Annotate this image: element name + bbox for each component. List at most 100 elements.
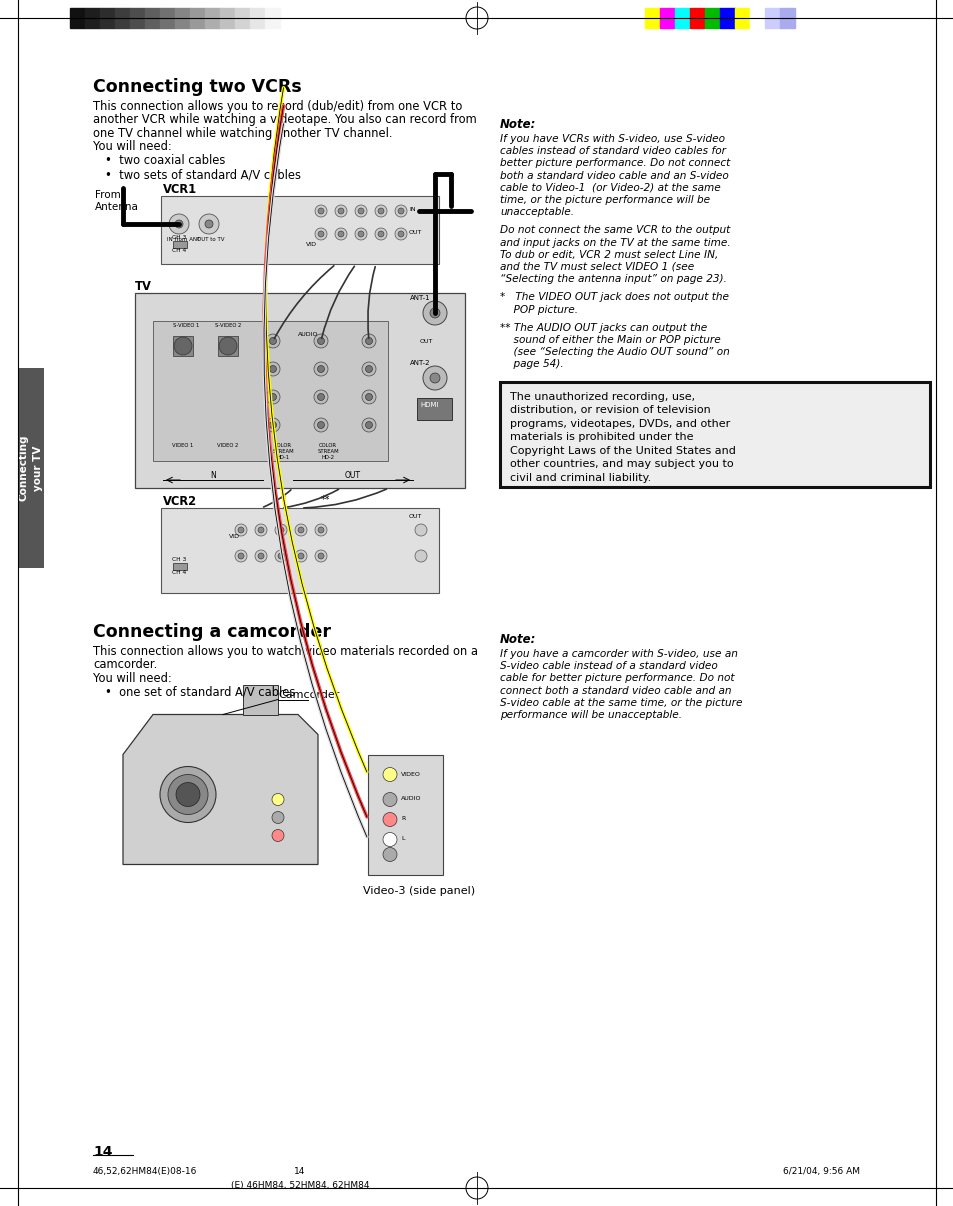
Text: •  two coaxial cables: • two coaxial cables (105, 154, 225, 166)
Circle shape (234, 523, 247, 535)
Text: distribution, or revision of television: distribution, or revision of television (510, 405, 710, 415)
Circle shape (317, 232, 324, 238)
Text: To dub or edit, VCR 2 must select Line IN,: To dub or edit, VCR 2 must select Line I… (499, 250, 718, 259)
Circle shape (237, 554, 244, 560)
Circle shape (361, 362, 375, 376)
Bar (764, 8, 780, 28)
Text: TV: TV (135, 280, 152, 293)
Circle shape (375, 205, 387, 217)
Circle shape (422, 365, 447, 390)
Text: VIDEO 2: VIDEO 2 (217, 443, 238, 447)
Text: Connecting a camcorder: Connecting a camcorder (92, 624, 331, 642)
Circle shape (205, 219, 213, 228)
Circle shape (382, 767, 396, 781)
Text: OUT to TV: OUT to TV (196, 238, 224, 242)
Text: another VCR while watching a videotape. You also can record from: another VCR while watching a videotape. … (92, 113, 476, 127)
Circle shape (382, 832, 396, 847)
Text: camcorder.: camcorder. (92, 658, 157, 672)
Circle shape (335, 228, 347, 240)
Text: cable to Video-1  (or Video-2) at the same: cable to Video-1 (or Video-2) at the sam… (499, 183, 720, 193)
Text: S-VIDEO 2: S-VIDEO 2 (214, 323, 241, 328)
Circle shape (272, 830, 284, 842)
Circle shape (415, 523, 427, 535)
Bar (205, 8, 220, 28)
Text: materials is prohibited under the: materials is prohibited under the (510, 432, 693, 443)
Text: S-video cable at the same time, or the picture: S-video cable at the same time, or the p… (499, 698, 741, 708)
Text: one TV channel while watching another TV channel.: one TV channel while watching another TV… (92, 127, 392, 140)
Bar (234, 8, 250, 28)
Text: other countries, and may subject you to: other countries, and may subject you to (510, 459, 733, 469)
Text: VIDEO: VIDEO (400, 772, 420, 777)
Text: sound of either the Main or POP picture: sound of either the Main or POP picture (499, 335, 720, 345)
Circle shape (357, 207, 364, 213)
Bar (250, 8, 265, 28)
Bar (749, 8, 764, 28)
Circle shape (266, 362, 280, 376)
Text: cables instead of standard video cables for: cables instead of standard video cables … (499, 146, 725, 157)
Circle shape (272, 794, 284, 806)
Polygon shape (123, 714, 317, 865)
Polygon shape (243, 685, 277, 714)
Circle shape (266, 334, 280, 349)
Text: VIDEO 1: VIDEO 1 (172, 443, 193, 447)
Text: cable for better picture performance. Do not: cable for better picture performance. Do… (499, 673, 734, 684)
Text: The unauthorized recording, use,: The unauthorized recording, use, (510, 392, 695, 402)
Circle shape (314, 334, 328, 349)
Circle shape (361, 418, 375, 432)
Circle shape (317, 207, 324, 213)
Circle shape (314, 418, 328, 432)
Bar (174, 8, 190, 28)
Text: *: * (281, 494, 286, 505)
Text: and the TV must select VIDEO 1 (see: and the TV must select VIDEO 1 (see (499, 262, 694, 273)
Circle shape (266, 418, 280, 432)
Circle shape (219, 336, 236, 355)
Bar (130, 8, 145, 28)
Text: ANT-1: ANT-1 (410, 295, 430, 302)
Text: 14: 14 (92, 1144, 112, 1159)
Text: OUT: OUT (345, 472, 360, 480)
Text: Note:: Note: (499, 633, 536, 646)
Circle shape (317, 365, 324, 373)
Text: OUT: OUT (409, 230, 422, 235)
Circle shape (365, 422, 372, 428)
Text: From
Antenna: From Antenna (95, 191, 139, 212)
Text: VID: VID (306, 242, 316, 247)
Text: HDMI: HDMI (419, 402, 438, 408)
Circle shape (365, 393, 372, 400)
Circle shape (357, 232, 364, 238)
Bar (675, 8, 689, 28)
Text: connect both a standard video cable and an: connect both a standard video cable and … (499, 685, 731, 696)
Bar (70, 8, 85, 28)
Bar (100, 8, 115, 28)
Text: S-VIDEO 1: S-VIDEO 1 (172, 323, 199, 328)
Circle shape (314, 390, 328, 404)
Circle shape (175, 783, 200, 807)
Text: ** The AUDIO OUT jacks can output the: ** The AUDIO OUT jacks can output the (499, 323, 706, 333)
Text: VID: VID (229, 534, 240, 539)
Circle shape (234, 550, 247, 562)
Bar (780, 8, 794, 28)
Circle shape (269, 365, 276, 373)
Text: 14: 14 (294, 1167, 305, 1176)
Bar (152, 321, 388, 461)
Circle shape (269, 422, 276, 428)
Text: L: L (400, 837, 404, 842)
Circle shape (397, 232, 403, 238)
Text: Copyright Laws of the United States and: Copyright Laws of the United States and (510, 445, 735, 456)
Circle shape (314, 205, 327, 217)
Text: ANT-2: ANT-2 (410, 361, 430, 365)
Text: OUT: OUT (419, 339, 433, 344)
Text: COLOR
STREAM
HD-1: COLOR STREAM HD-1 (272, 443, 294, 459)
Circle shape (314, 550, 327, 562)
Text: Video-3 (side panel): Video-3 (side panel) (363, 886, 475, 896)
Bar (18, 368, 44, 568)
Bar (85, 8, 100, 28)
Circle shape (317, 527, 324, 533)
Circle shape (355, 228, 367, 240)
Text: •  two sets of standard A/V cables: • two sets of standard A/V cables (105, 168, 301, 181)
Circle shape (375, 228, 387, 240)
Text: CH 4: CH 4 (172, 248, 186, 253)
Bar (190, 8, 205, 28)
Text: Connecting
your TV: Connecting your TV (19, 434, 43, 502)
Circle shape (269, 338, 276, 345)
